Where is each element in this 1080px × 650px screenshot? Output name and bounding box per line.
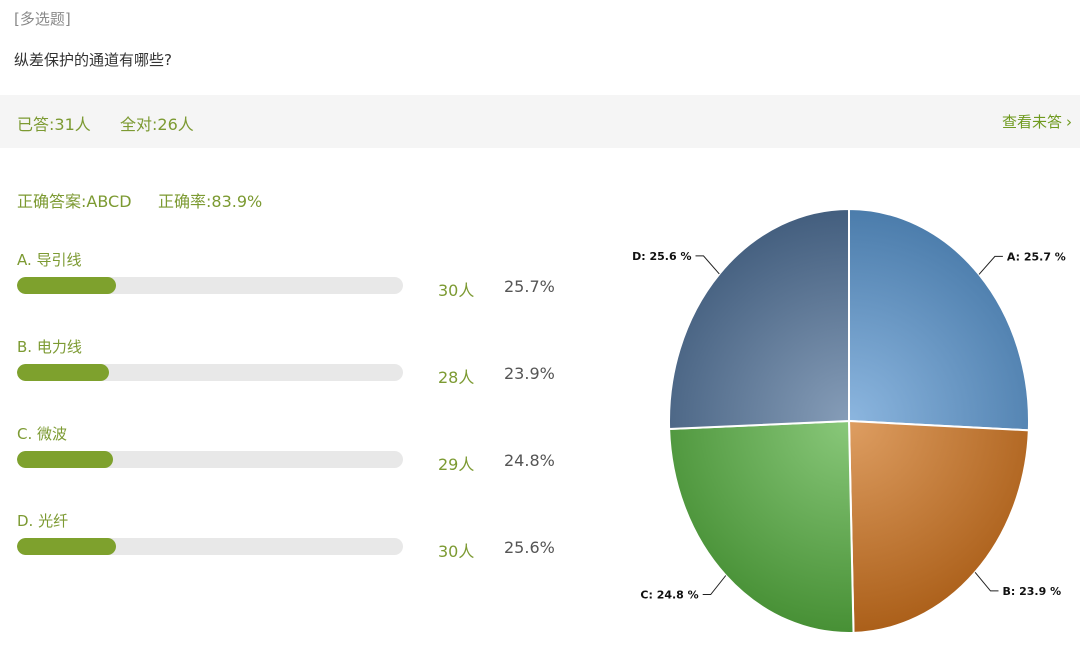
option-row: C. 微波 29人 24.8% [17, 423, 577, 483]
option-progress-track [17, 451, 403, 468]
option-count: 29人 [438, 455, 475, 474]
view-unanswered-label: 查看未答 [1001, 113, 1062, 131]
option-progress-track [17, 364, 403, 381]
question-type-tag: [多选题] [14, 10, 71, 28]
pie-leader-line [974, 571, 999, 592]
pie-data-label: A: 25.7 % [1007, 250, 1066, 263]
option-progress-fill [17, 277, 117, 294]
chevron-right-icon: › [1066, 113, 1072, 131]
option-row: B. 电力线 28人 23.9% [17, 336, 577, 396]
pie-slice-a [848, 207, 1030, 432]
pie-chart: A: 25.7 % B: 23.9 % C: 24.8 % D: 25.6 % [632, 207, 1066, 634]
pie-data-label: D: 25.6 % [632, 250, 691, 263]
option-label: D. 光纤 [17, 512, 69, 530]
view-unanswered-link[interactable]: 查看未答 › [1002, 111, 1072, 132]
option-progress-fill [17, 364, 110, 381]
option-percent: 25.6% [504, 538, 555, 557]
correct-answer: 正确答案:ABCD [17, 192, 132, 211]
pie-leader-line [702, 575, 727, 595]
option-label: C. 微波 [17, 425, 68, 443]
option-label: B. 电力线 [17, 338, 82, 356]
pie-leader-line [978, 255, 1003, 275]
option-progress-track [17, 538, 403, 555]
option-progress-fill [17, 538, 116, 555]
option-count: 28人 [438, 368, 475, 387]
option-row: A. 导引线 30人 25.7% [17, 249, 577, 309]
correct-rate: 正确率:83.9% [158, 192, 263, 211]
option-percent: 24.8% [504, 451, 555, 470]
option-percent: 25.7% [504, 277, 555, 296]
pie-chart-container: A: 25.7 % B: 23.9 % C: 24.8 % D: 25.6 % [600, 195, 1080, 645]
option-label: A. 导引线 [17, 251, 82, 269]
question-title: 纵差保护的通道有哪些? [14, 51, 172, 69]
answered-count: 已答:31人 [17, 115, 91, 134]
option-percent: 23.9% [504, 364, 555, 383]
option-progress-fill [17, 451, 113, 468]
all-correct-count: 全对:26人 [120, 115, 194, 134]
pie-slice-b [847, 419, 1030, 634]
option-progress-track [17, 277, 403, 294]
option-row: D. 光纤 30人 25.6% [17, 510, 577, 570]
pie-slice-d [668, 207, 850, 431]
option-count: 30人 [438, 281, 475, 300]
stats-bar: 已答:31人 全对:26人 查看未答 › [0, 95, 1080, 148]
pie-leader-line [695, 255, 720, 275]
pie-data-label: B: 23.9 % [1003, 585, 1062, 598]
pie-data-label: C: 24.8 % [640, 589, 698, 602]
option-count: 30人 [438, 542, 475, 561]
